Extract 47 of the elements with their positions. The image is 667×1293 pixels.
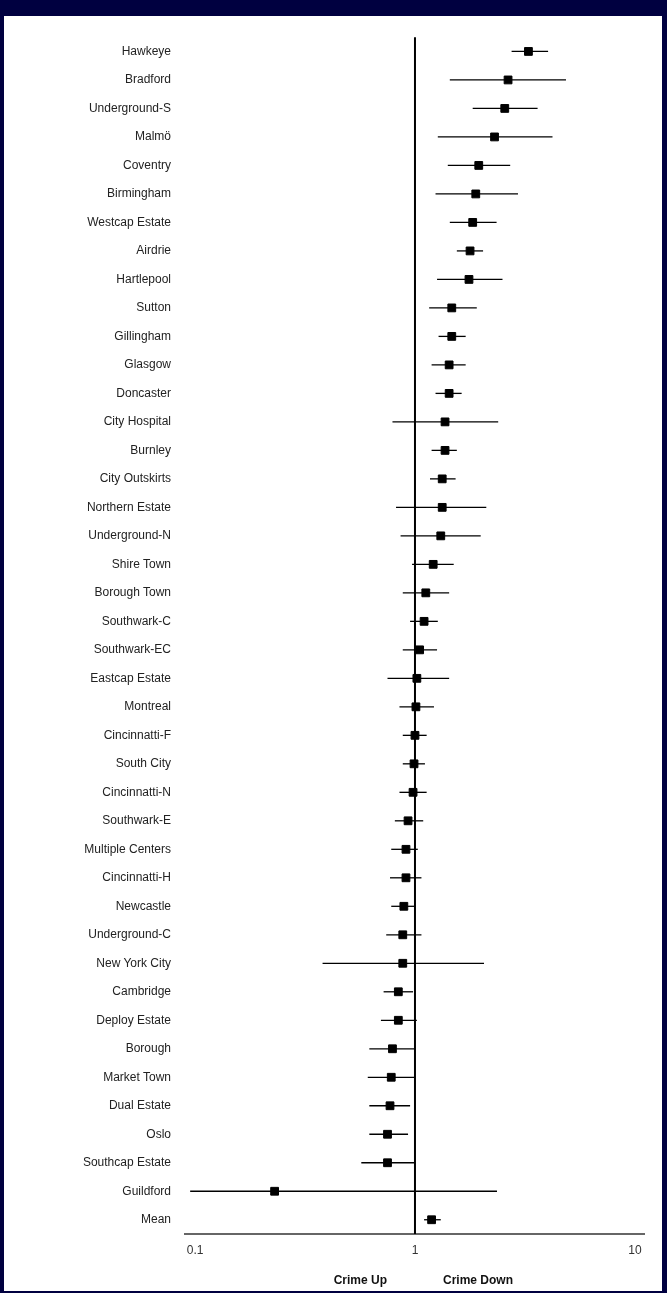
y-tick-label: Underground-C	[88, 927, 172, 942]
y-tick-label: Guildford	[122, 1183, 171, 1198]
y-tick-label: Market Town	[103, 1069, 171, 1084]
y-tick-label: Airdrie	[136, 243, 172, 258]
y-tick-label: Deploy Estate	[96, 1012, 172, 1027]
y-tick-label: Westcap Estate	[87, 214, 172, 229]
y-tick-label: Dual Estate	[108, 1098, 172, 1113]
text: Crime Down	[442, 1273, 513, 1287]
y-tick-label: New York City	[96, 955, 171, 970]
y-tick-label: Borough	[125, 1041, 171, 1056]
x-tick-label: 10	[628, 1242, 642, 1257]
y-tick-label: Hawkeye	[121, 43, 172, 58]
y-tick-label: City Hospital	[103, 414, 171, 429]
y-tick-label: Glasgow	[124, 357, 172, 372]
y-tick-label: Underground-N	[88, 528, 171, 543]
y-tick-label: Montreal	[124, 699, 171, 714]
y-tick-label: Doncaster	[116, 385, 171, 400]
y-tick-label: Cincinnatti-H	[102, 870, 171, 885]
x-tick-label: 1	[411, 1242, 419, 1257]
y-tick-label: Southcap Estate	[82, 1155, 172, 1170]
y-tick-label: Birmingham	[106, 186, 171, 201]
y-tick-label: Hartlepool	[116, 271, 171, 286]
y-tick-label: Multiple Centers	[84, 841, 171, 856]
y-tick-label: Gillingham	[114, 328, 171, 343]
y-tick-label: Malmö	[134, 129, 172, 144]
y-tick-label: Cincinnatti-N	[102, 784, 171, 799]
x-tick-label: 0.1	[186, 1242, 204, 1257]
y-tick-label: Oslo	[146, 1126, 172, 1141]
y-tick-label: Eastcap Estate	[90, 670, 172, 685]
y-tick-label: Southwark-E	[102, 813, 171, 828]
y-tick-label: Mean	[140, 1212, 171, 1227]
text: Crime Up	[333, 1273, 387, 1287]
y-tick-label: Southwark-C	[101, 613, 172, 628]
y-tick-label: Coventry	[122, 157, 171, 172]
y-tick-label: Borough Town	[94, 585, 171, 600]
y-tick-label: Underground-S	[88, 100, 171, 115]
y-tick-label: Sutton	[136, 300, 171, 315]
y-tick-label: Bradford	[124, 72, 171, 87]
y-tick-label: Southwark-EC	[93, 642, 172, 657]
y-tick-label: Northern Estate	[86, 499, 172, 514]
y-tick-label: Newcastle	[115, 898, 172, 913]
y-tick-label: South City	[115, 756, 171, 771]
y-tick-label: City Outskirts	[99, 471, 171, 486]
y-tick-label: Burnley	[130, 442, 171, 457]
y-tick-label: Shire Town	[111, 556, 171, 571]
y-tick-label: Cambridge	[112, 984, 172, 999]
y-tick-label: Cincinnatti-F	[103, 727, 171, 742]
